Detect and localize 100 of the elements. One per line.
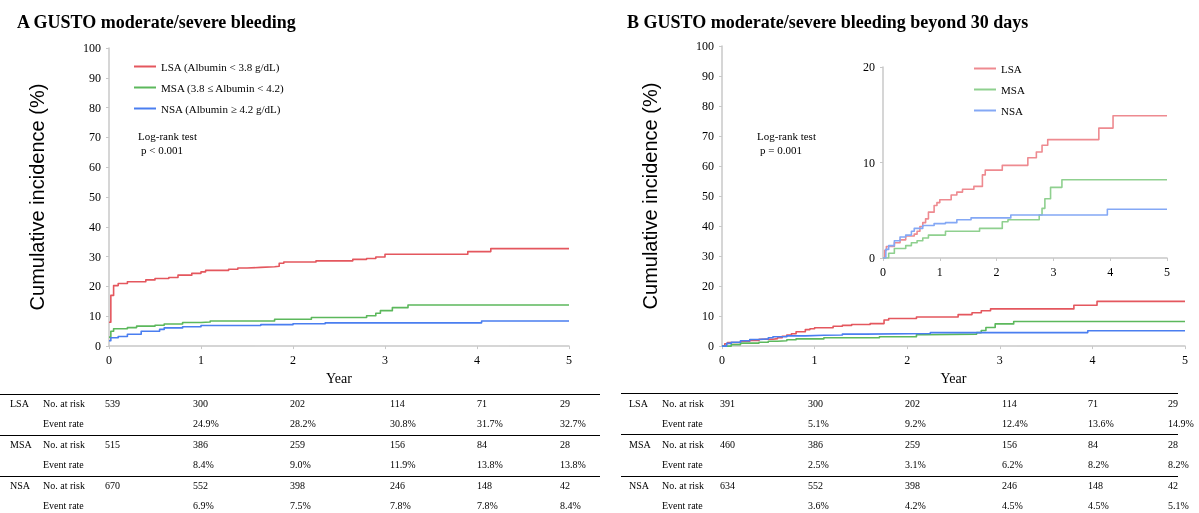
text: NSA [10,479,31,491]
text: 391 [720,397,735,409]
y-tick-label: 10 [89,309,101,324]
y-tick-label: 90 [89,70,101,85]
text: 148 [477,479,492,491]
text: 259 [290,438,305,450]
text: 2.5% [808,458,829,470]
text: 28.2% [290,417,316,429]
y-tick-label: 90 [702,69,714,84]
x-tick-label: 3 [996,353,1003,368]
y-tick-label: 10 [863,155,875,170]
text: 30.8% [390,417,416,429]
text: NSA [629,479,650,491]
annotation: Log-rank test [757,129,816,142]
text: 28 [560,438,570,450]
text: 29 [560,397,570,409]
text: Event rate [43,458,85,470]
text: 29 [1168,397,1178,409]
y-tick-label: 70 [89,130,101,145]
text: 42 [560,479,570,491]
x-tick-label: 1 [936,265,943,279]
text: 71 [477,397,487,409]
x-tick-label: 4 [474,353,480,368]
text: 398 [290,479,305,491]
text: 11.9% [390,458,416,470]
x-tick-label: 4 [1107,265,1114,279]
text: 7.5% [290,499,311,511]
text: 84 [477,438,487,450]
legend-label: MSA (3.8 ≤ Albumin < 4.2) [161,81,284,95]
legend-label: MSA [1001,83,1025,96]
text: 42 [1168,479,1178,491]
text: 24.9% [193,417,219,429]
text: 156 [390,438,405,450]
x-tick-label: 5 [1182,353,1188,368]
text: 8.2% [1168,458,1189,470]
text: 300 [193,397,208,409]
text: LSA [10,397,30,409]
text: 13.8% [560,458,586,470]
text: No. at risk [662,397,704,409]
legend-label: NSA (Albumin ≥ 4.2 g/dL) [161,102,281,116]
text: No. at risk [43,479,85,491]
y-tick-label: 60 [89,160,101,175]
annotation: p < 0.001 [141,143,183,156]
text: No. at risk [43,397,85,409]
x-tick-label: 5 [1164,265,1170,279]
text: 7.8% [390,499,411,511]
y-tick-label: 80 [89,100,101,115]
y-tick-label: 60 [702,159,714,174]
text: 4.5% [1002,499,1023,511]
text: 9.0% [290,458,311,470]
annotation: p = 0.001 [760,143,802,156]
text: 156 [1002,438,1017,450]
text: 31.7% [477,417,503,429]
text: 114 [390,397,405,409]
text: 4.5% [1088,499,1109,511]
text: 9.2% [905,417,926,429]
legend-label: LSA [1001,62,1022,75]
text: 14.9% [1168,417,1194,429]
text: 12.4% [1002,417,1028,429]
text: Event rate [43,499,85,511]
text: 114 [1002,397,1017,409]
x-tick-label: 3 [1050,265,1057,279]
y-tick-label: 100 [83,41,101,55]
legend-label: NSA [1001,104,1024,117]
y-tick-label: 40 [89,219,101,234]
text: 6.9% [193,499,214,511]
text: 8.2% [1088,458,1109,470]
y-tick-label: 10 [702,309,714,324]
x-axis-title: Year [940,370,967,386]
x-tick-label: 0 [719,353,725,368]
text: 398 [905,479,920,491]
y-tick-label: 0 [95,339,101,354]
text: 202 [290,397,305,409]
text: 4.2% [905,499,926,511]
x-tick-label: 0 [106,353,112,368]
text: 13.8% [477,458,503,470]
y-tick-label: 20 [863,60,875,74]
text: 32.7% [560,417,586,429]
y-axis-title: Cumulative incidence (%) [639,82,661,310]
text: 386 [808,438,823,450]
x-tick-label: 5 [566,353,572,368]
text: 13.6% [1088,417,1114,429]
text: 552 [193,479,208,491]
legend-label: LSA (Albumin < 3.8 g/dL) [161,60,280,74]
text: 386 [193,438,208,450]
y-tick-label: 20 [89,279,101,294]
text: MSA [629,438,652,450]
x-tick-label: 2 [290,353,296,368]
text: Event rate [662,458,704,470]
x-tick-label: 2 [904,353,911,368]
text: 300 [808,397,823,409]
y-tick-label: 30 [702,249,714,264]
y-tick-label: 50 [702,189,714,204]
text: 6.2% [1002,458,1023,470]
text: MSA [10,438,33,450]
text: LSA [629,397,649,409]
text: 3.6% [808,499,829,511]
text: 7.8% [477,499,498,511]
text: Event rate [662,499,704,511]
text: No. at risk [43,438,85,450]
